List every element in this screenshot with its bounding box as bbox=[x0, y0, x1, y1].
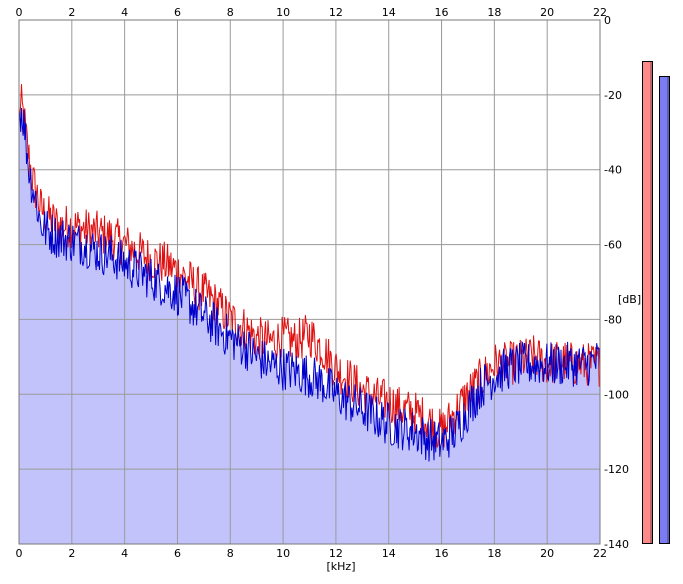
x-tick-label-bottom: 12 bbox=[329, 547, 343, 560]
x-tick-label-top: 20 bbox=[540, 6, 554, 19]
x-tick-label-bottom: 2 bbox=[68, 547, 75, 560]
x-tick-label-top: 16 bbox=[435, 6, 449, 19]
x-tick-label-top: 0 bbox=[16, 6, 23, 19]
y-tick-label: -40 bbox=[604, 164, 622, 177]
y-tick-label: -100 bbox=[604, 388, 629, 401]
x-tick-label-bottom: 20 bbox=[540, 547, 554, 560]
y-tick-label: 0 bbox=[604, 14, 611, 27]
y-axis-ticks: 0 -20 -40 -60 -80 -100 -120 -140 bbox=[604, 14, 629, 551]
x-tick-label-top: 18 bbox=[487, 6, 501, 19]
plot-frame bbox=[18, 19, 601, 545]
x-tick-label-bottom: 6 bbox=[174, 547, 181, 560]
x-tick-label-bottom: 18 bbox=[487, 547, 501, 560]
x-tick-label-bottom: 22 bbox=[593, 547, 607, 560]
x-tick-label-top: 10 bbox=[276, 6, 290, 19]
spectrum-fill-layer bbox=[19, 108, 600, 544]
series-line-blue bbox=[18, 107, 601, 462]
series-line-red bbox=[18, 84, 601, 448]
x-tick-label-bottom: 0 bbox=[16, 547, 23, 560]
spectrum-area-fill bbox=[19, 108, 600, 544]
y-tick-label: -20 bbox=[604, 89, 622, 102]
x-tick-label-top: 8 bbox=[227, 6, 234, 19]
x-tick-label-top: 14 bbox=[382, 6, 396, 19]
left-channel-level-meter bbox=[642, 61, 653, 544]
y-tick-label: -60 bbox=[604, 239, 622, 252]
y-axis-unit-label: [dB] bbox=[618, 293, 641, 306]
x-tick-label-bottom: 10 bbox=[276, 547, 290, 560]
y-tick-label: -120 bbox=[604, 463, 629, 476]
x-axis-top-ticks: 0 2 4 6 8 10 12 14 16 18 20 22 bbox=[16, 6, 608, 19]
x-axis-unit-label: [kHz] bbox=[327, 560, 356, 573]
x-tick-label-top: 12 bbox=[329, 6, 343, 19]
y-tick-label: -80 bbox=[604, 313, 622, 326]
x-tick-label-bottom: 8 bbox=[227, 547, 234, 560]
x-tick-label-top: 22 bbox=[593, 6, 607, 19]
series-layer bbox=[18, 84, 601, 462]
right-channel-level-meter bbox=[659, 76, 670, 544]
x-tick-label-top: 4 bbox=[121, 6, 128, 19]
plot-area bbox=[18, 19, 601, 545]
x-tick-label-bottom: 16 bbox=[435, 547, 449, 560]
x-axis-bottom-ticks: 0 2 4 6 8 10 12 14 16 18 20 22 bbox=[16, 547, 608, 560]
x-tick-label-bottom: 4 bbox=[121, 547, 128, 560]
x-tick-label-top: 2 bbox=[68, 6, 75, 19]
x-tick-label-bottom: 14 bbox=[382, 547, 396, 560]
y-tick-label: -140 bbox=[604, 538, 629, 551]
x-tick-label-top: 6 bbox=[174, 6, 181, 19]
